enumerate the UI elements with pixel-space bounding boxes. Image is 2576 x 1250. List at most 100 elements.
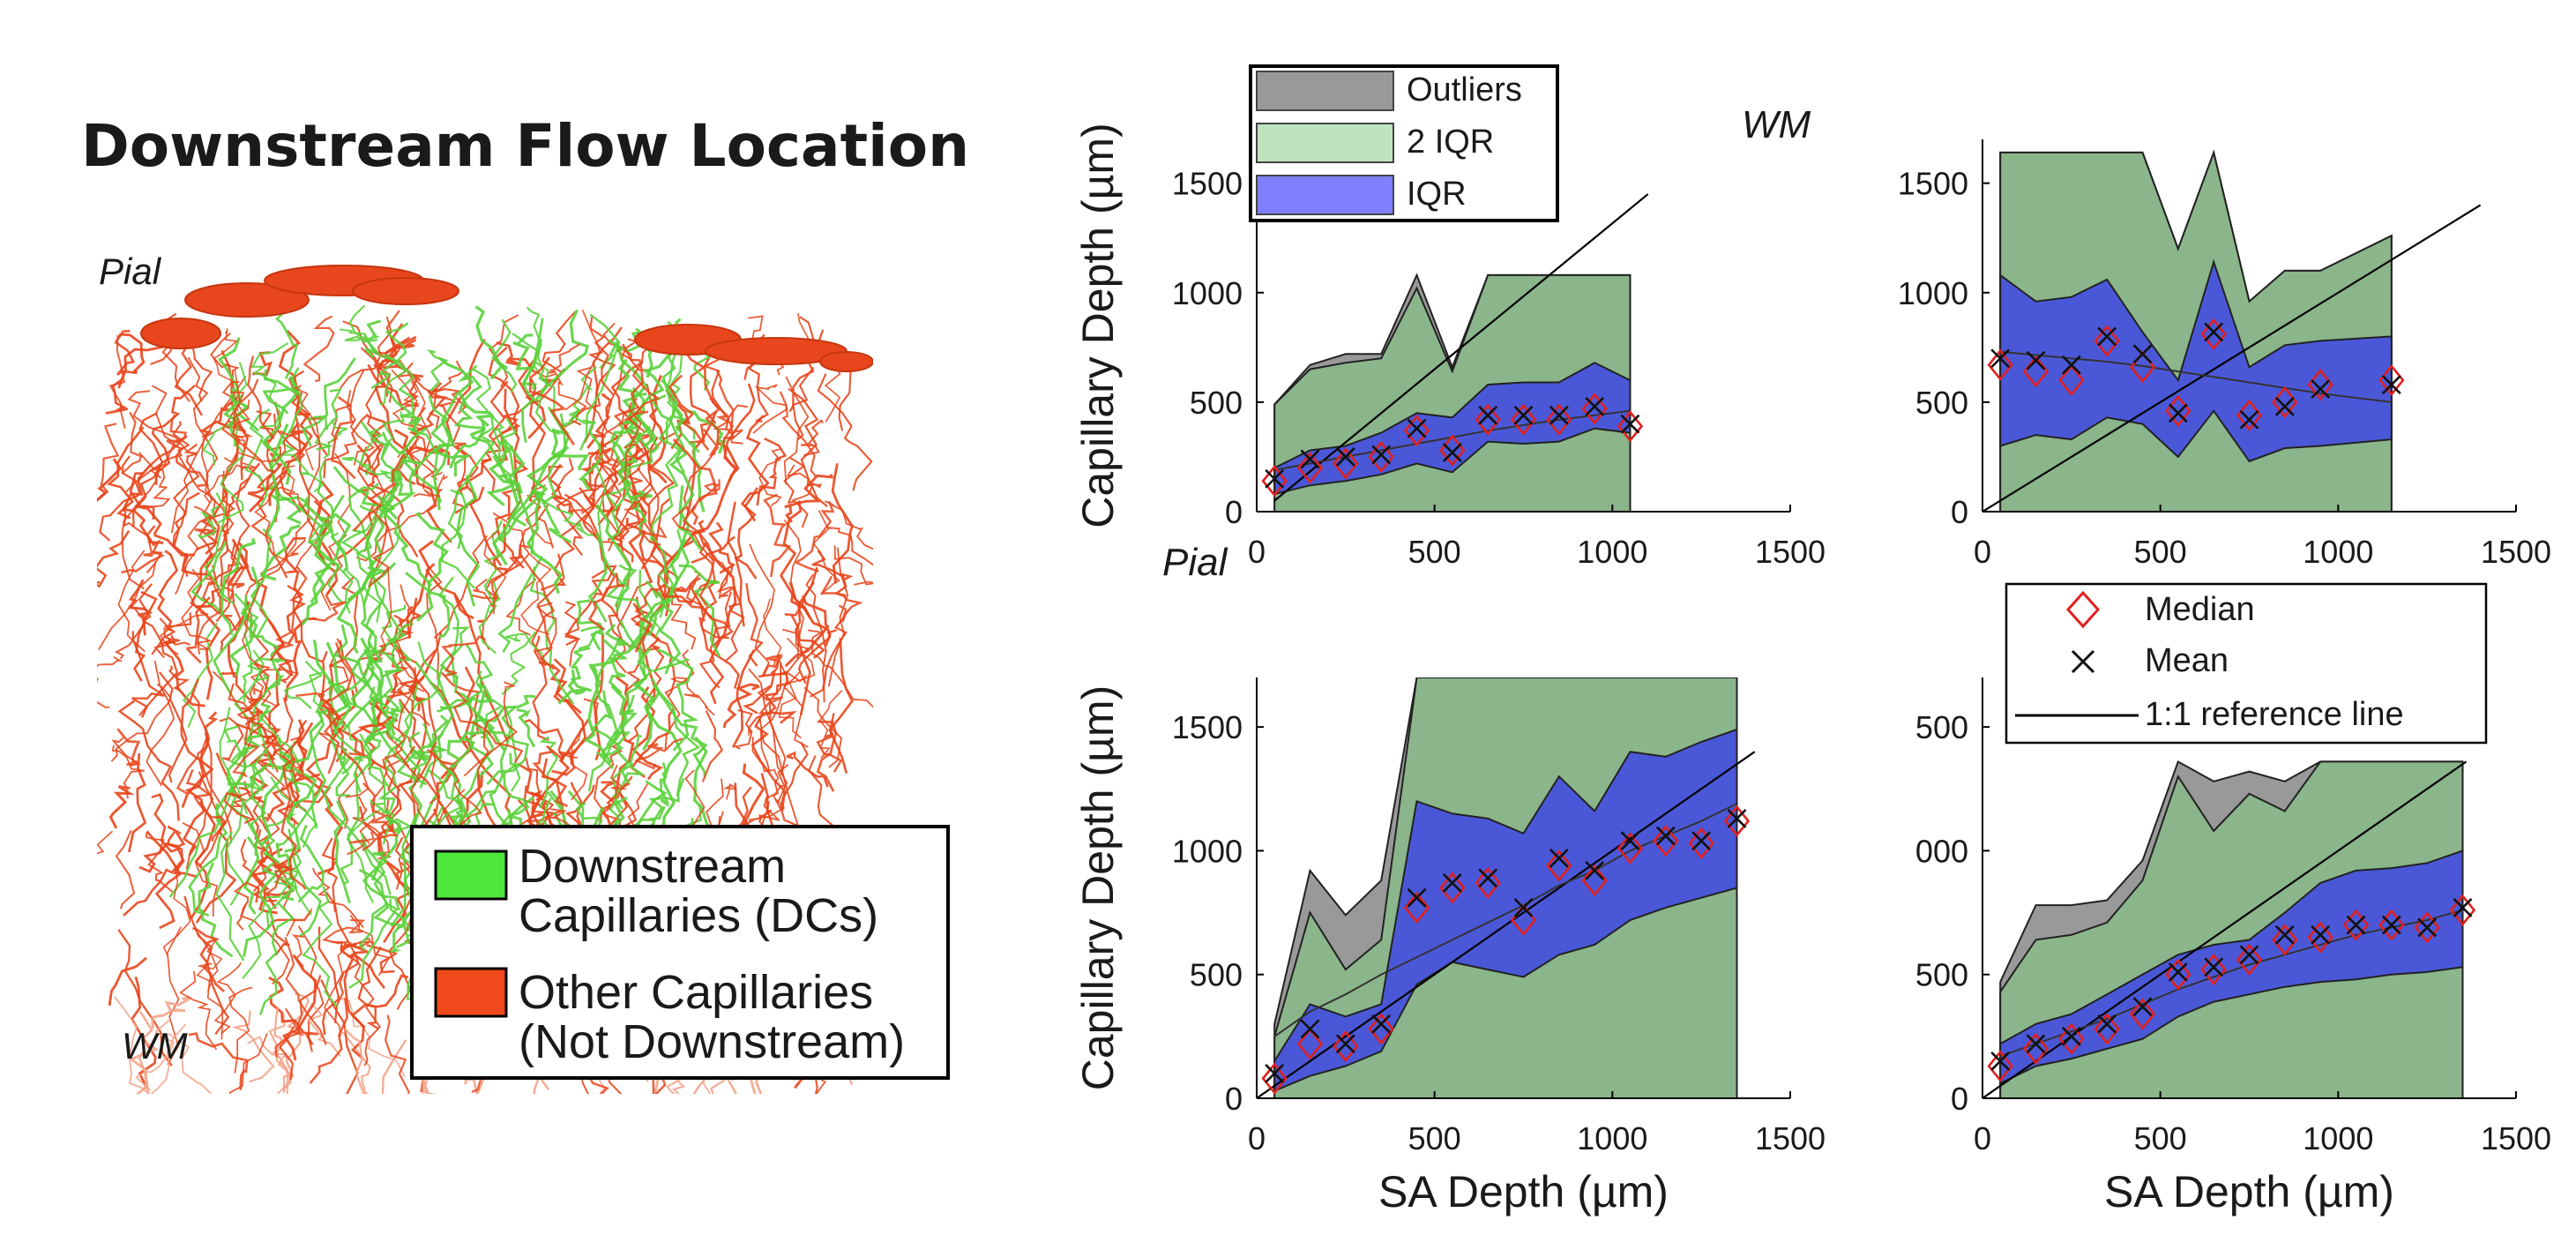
vessel-segment bbox=[370, 798, 413, 834]
vessel-segment bbox=[268, 367, 303, 472]
vessel-segment bbox=[315, 523, 345, 604]
vessel-segment bbox=[489, 439, 524, 494]
vessel-segment bbox=[643, 383, 676, 506]
mean-marker bbox=[1655, 826, 1676, 846]
vessel-segment bbox=[265, 828, 302, 929]
vessel-segment bbox=[340, 1030, 371, 1094]
vessel-segment bbox=[290, 851, 322, 938]
vessel-segment bbox=[672, 438, 718, 526]
vessel-segment bbox=[284, 936, 327, 1045]
vessel-segment bbox=[108, 334, 126, 430]
median-marker bbox=[1510, 403, 1537, 436]
vessel-segment bbox=[638, 527, 668, 546]
vessel-segment bbox=[146, 660, 175, 787]
vessel-segment bbox=[203, 462, 256, 503]
vessel-segment bbox=[138, 1010, 153, 1094]
mean-marker bbox=[1585, 860, 1605, 880]
vessel-segment bbox=[784, 581, 825, 659]
vessel-segment bbox=[570, 650, 593, 692]
vessel-segment bbox=[705, 397, 721, 456]
vessel-segment bbox=[750, 711, 787, 812]
vessel-segment bbox=[377, 495, 433, 587]
vessel-segment bbox=[805, 573, 827, 703]
vessel-segment bbox=[127, 390, 188, 453]
median-marker bbox=[2022, 1032, 2050, 1065]
vessel-segment bbox=[568, 366, 597, 424]
vessel-segment bbox=[347, 942, 385, 990]
vessel-segment bbox=[336, 996, 406, 1078]
vessel-segment bbox=[668, 374, 710, 452]
vessel-segment bbox=[303, 773, 344, 876]
mean-marker bbox=[2097, 1014, 2117, 1034]
vessel-segment bbox=[381, 1039, 407, 1094]
vessel-segment bbox=[698, 591, 732, 689]
y-tick-label: 1000 bbox=[1172, 833, 1243, 869]
median-marker bbox=[2236, 943, 2263, 976]
median-marker bbox=[2272, 924, 2298, 956]
vessel-segment bbox=[366, 944, 399, 974]
median-marker bbox=[1581, 393, 1608, 425]
vessel-segment bbox=[170, 376, 247, 534]
vessel-segment bbox=[534, 309, 590, 402]
vessel-segment bbox=[151, 384, 196, 485]
vessel-segment bbox=[816, 713, 843, 773]
mean-marker bbox=[1371, 1014, 1392, 1034]
legend-mean-label: Mean bbox=[2145, 642, 2229, 679]
mean-marker bbox=[2239, 945, 2259, 965]
vessel-segment bbox=[309, 997, 349, 1084]
legend-other-line2: (Not Downstream) bbox=[519, 1015, 905, 1068]
vessel-segment bbox=[360, 428, 385, 476]
vessel-segment bbox=[748, 668, 788, 804]
vessel-segment bbox=[339, 328, 407, 406]
vessel-segment bbox=[690, 529, 716, 605]
vessel-segment bbox=[97, 561, 157, 651]
median-marker bbox=[1987, 1050, 2013, 1082]
plot-area bbox=[1982, 760, 2468, 1098]
vessel-segment bbox=[260, 734, 304, 812]
vessel-segment bbox=[159, 611, 209, 655]
vessel-segment bbox=[213, 327, 239, 382]
vessel-segment bbox=[474, 305, 508, 380]
vessel-segment bbox=[259, 524, 301, 581]
vessel-segment bbox=[818, 689, 843, 759]
pial-vessel bbox=[352, 277, 459, 305]
vessel-segment bbox=[367, 415, 390, 478]
vessel-segment bbox=[784, 474, 834, 523]
render-label-pial: Pial bbox=[99, 251, 162, 292]
vessel-segment bbox=[117, 929, 173, 1067]
y-tick-label: 1000 bbox=[1172, 275, 1243, 311]
vessel-segment bbox=[740, 415, 770, 522]
vessel-segment bbox=[605, 436, 659, 499]
legend-swatch-outliers bbox=[1256, 71, 1394, 111]
vessel-segment bbox=[146, 830, 183, 930]
vessel-segment bbox=[99, 455, 141, 542]
vessel-segment bbox=[384, 1014, 410, 1094]
vessel-segment bbox=[634, 334, 676, 454]
mean-marker bbox=[1335, 447, 1355, 467]
vessel-segment bbox=[512, 333, 537, 391]
vessel-segment bbox=[690, 580, 725, 705]
vessel-segment bbox=[505, 632, 547, 664]
vessel-segment bbox=[167, 926, 182, 1066]
vessel-segment bbox=[817, 373, 873, 491]
vessel-segment bbox=[414, 661, 454, 789]
vessel-segment bbox=[493, 378, 537, 440]
vessel-segment bbox=[198, 396, 239, 438]
vessel-segment bbox=[758, 715, 807, 850]
vessel-segment bbox=[606, 764, 627, 805]
vessel-segment bbox=[634, 588, 657, 653]
vessel-segment bbox=[749, 543, 775, 676]
vessel-segment bbox=[603, 425, 653, 509]
vessel-segment bbox=[321, 837, 339, 912]
mean-marker bbox=[1407, 887, 1427, 908]
vessel-segment bbox=[589, 317, 615, 396]
vessel-render bbox=[97, 265, 873, 1094]
vessel-segment bbox=[677, 342, 735, 440]
median-marker bbox=[2449, 894, 2476, 926]
vessel-segment bbox=[188, 1032, 249, 1090]
legend-outliers-label: Outliers bbox=[1407, 71, 1522, 109]
vessel-segment bbox=[692, 441, 706, 513]
legend-reference-label: 1:1 reference line bbox=[2145, 696, 2404, 733]
vessel-segment bbox=[123, 831, 183, 917]
vessel-segment bbox=[526, 489, 564, 595]
